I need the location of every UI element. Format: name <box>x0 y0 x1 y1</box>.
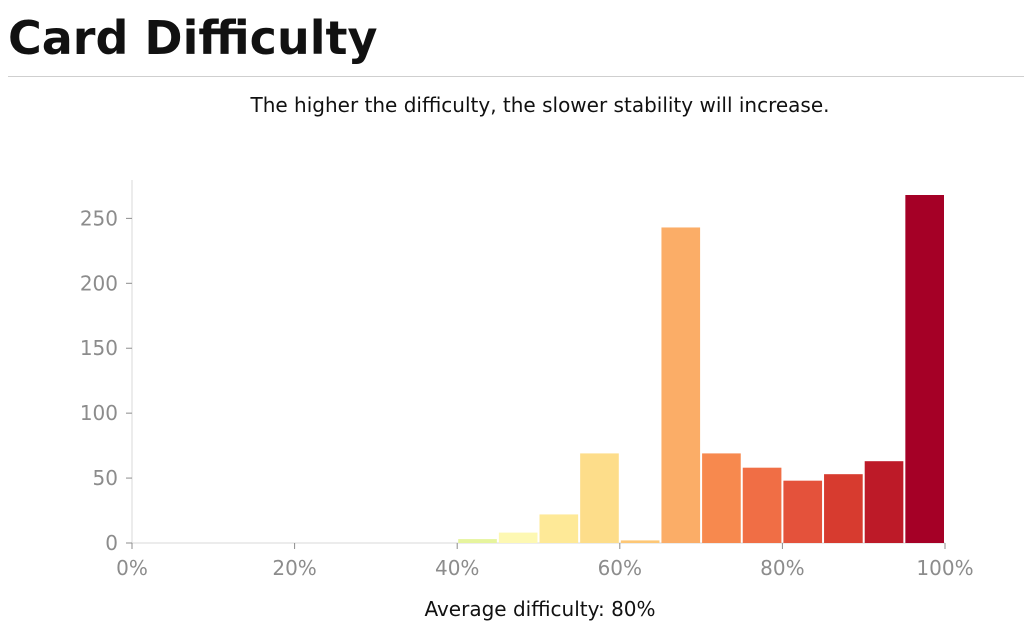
histogram-bar[interactable] <box>661 227 701 544</box>
x-tick-label: 60% <box>598 556 642 580</box>
histogram-bar[interactable] <box>580 453 619 543</box>
histogram-bar[interactable] <box>620 540 660 543</box>
page-title: Card Difficulty <box>8 11 378 65</box>
histogram-bar[interactable] <box>824 474 863 543</box>
histogram-bar[interactable] <box>458 539 497 543</box>
x-axis: 0% 20% 40% 60% 80% 100% <box>116 542 974 580</box>
bars <box>458 195 944 544</box>
histogram-bar[interactable] <box>742 467 782 543</box>
average-difficulty-label: Average difficulty: <box>424 597 605 621</box>
histogram-bar[interactable] <box>702 453 741 543</box>
y-tick-label: 150 <box>80 336 118 360</box>
histogram-bar[interactable] <box>539 514 579 543</box>
histogram-bar[interactable] <box>498 532 538 543</box>
average-difficulty: Average difficulty: 80% <box>0 596 1024 622</box>
x-tick-label: 80% <box>760 556 804 580</box>
y-tick-label: 100 <box>80 401 118 425</box>
histogram-bar[interactable] <box>783 480 823 543</box>
y-tick-label: 250 <box>80 206 118 230</box>
histogram-bar[interactable] <box>864 461 904 543</box>
x-tick-label: 20% <box>272 556 316 580</box>
y-tick-label: 50 <box>93 466 118 490</box>
chart-subtitle: The higher the difficulty, the slower st… <box>250 93 830 117</box>
average-difficulty-value: 80% <box>611 597 656 621</box>
y-tick-label: 0 <box>105 531 118 555</box>
x-tick-label: 0% <box>116 556 148 580</box>
y-tick-label: 200 <box>80 271 118 295</box>
title-divider <box>8 76 1024 77</box>
x-tick-label: 40% <box>435 556 479 580</box>
y-axis: 0 50 100 150 200 250 <box>80 180 133 555</box>
histogram-bar[interactable] <box>905 195 944 543</box>
x-tick-label: 100% <box>916 556 973 580</box>
